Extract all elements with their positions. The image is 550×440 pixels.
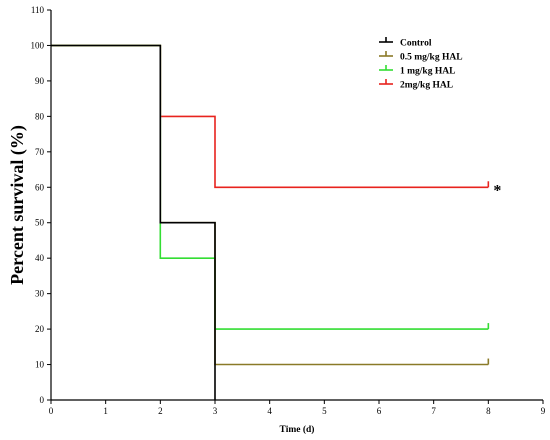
axes-layer [50,10,543,401]
y-tick-label: 10 [35,360,45,370]
series-layer [51,44,490,400]
x-tick-label: 9 [541,406,546,416]
legend: Control 0.5 mg/kg HAL 1 mg/kg HAL 2mg/kg HA… [379,37,463,91]
x-tick-label: 8 [486,406,491,416]
y-tick-label: 40 [35,253,45,263]
x-tick-label: 2 [158,406,163,416]
x-axis-title: Time (d) [280,424,315,435]
legend-label-0-5-mg-kg-hal: 0.5 mg/kg HAL [400,53,463,63]
x-tick-label: 5 [322,406,327,416]
y-tick-label: 50 [35,218,45,228]
x-tick-label: 0 [49,406,54,416]
y-tick-label: 90 [35,76,45,86]
y-tick-label: 100 [31,40,45,50]
y-tick-label: 30 [35,289,45,299]
y-tick-label: 0 [40,395,45,405]
series-line-control [51,44,216,400]
x-tick-label: 6 [377,406,382,416]
legend-label-2mg-kg-hal: 2mg/kg HAL [400,81,453,91]
y-tick-label: 20 [35,324,45,334]
y-axis-title: Percent survival (%) [7,125,28,285]
y-tick-label: 70 [35,147,45,157]
x-tick-label: 4 [267,406,272,416]
x-tick-label: 7 [431,406,436,416]
significance-asterisk: * [493,182,501,199]
y-tick-label: 110 [31,5,45,15]
x-tick-label: 3 [213,406,218,416]
annotation-layer: * [493,182,501,199]
y-tick-label: 60 [35,182,45,192]
x-tick-label: 1 [103,406,108,416]
y-tick-label: 80 [35,111,45,121]
legend-label-control: Control [400,39,432,49]
series-line-0-5-mg-kg-hal [51,44,489,366]
legend-label-1-mg-kg-hal: 1 mg/kg HAL [400,67,455,77]
